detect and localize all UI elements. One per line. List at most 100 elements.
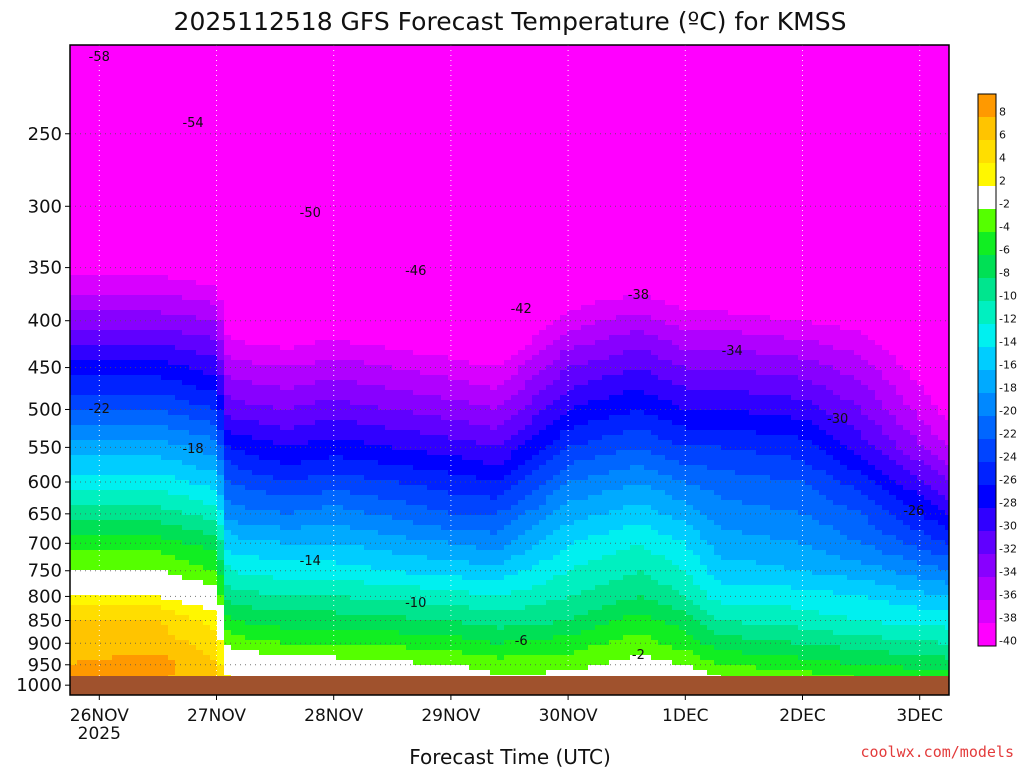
temperature-cell: [322, 600, 330, 606]
temperature-cell: [126, 555, 134, 561]
temperature-cell: [70, 360, 78, 366]
temperature-cell: [91, 365, 99, 371]
temperature-cell: [287, 115, 295, 121]
temperature-cell: [140, 130, 148, 136]
temperature-cell: [238, 235, 246, 241]
temperature-cell: [273, 415, 281, 421]
temperature-cell: [238, 430, 246, 436]
temperature-cell: [112, 460, 120, 466]
temperature-cell: [336, 310, 344, 316]
temperature-cell: [231, 265, 239, 271]
temperature-cell: [140, 660, 148, 666]
temperature-cell: [147, 280, 155, 286]
temperature-cell: [126, 60, 134, 66]
temperature-cell: [168, 515, 176, 521]
temperature-cell: [140, 335, 148, 341]
temperature-cell: [280, 270, 288, 276]
temperature-cell: [161, 195, 169, 201]
temperature-cell: [91, 130, 99, 136]
temperature-cell: [203, 600, 211, 606]
temperature-cell: [224, 430, 232, 436]
temperature-cell: [329, 215, 337, 221]
temperature-cell: [168, 340, 176, 346]
temperature-cell: [70, 470, 78, 476]
temperature-cell: [70, 365, 78, 371]
temperature-cell: [315, 385, 323, 391]
temperature-cell: [182, 115, 190, 121]
temperature-cell: [301, 550, 309, 556]
temperature-cell: [217, 325, 225, 331]
temperature-cell: [266, 640, 274, 646]
temperature-cell: [273, 440, 281, 446]
temperature-cell: [301, 360, 309, 366]
temperature-cell: [84, 605, 92, 611]
temperature-cell: [329, 120, 337, 126]
temperature-cell: [203, 230, 211, 236]
temperature-cell: [315, 170, 323, 176]
temperature-cell: [154, 235, 162, 241]
temperature-cell: [266, 500, 274, 506]
temperature-cell: [210, 610, 218, 616]
temperature-cell: [189, 270, 197, 276]
temperature-cell: [231, 295, 239, 301]
temperature-cell: [203, 500, 211, 506]
temperature-cell: [315, 635, 323, 641]
temperature-cell: [203, 190, 211, 196]
temperature-cell: [182, 385, 190, 391]
temperature-cell: [161, 635, 169, 641]
temperature-cell: [147, 600, 155, 606]
temperature-cell: [147, 610, 155, 616]
temperature-cell: [231, 310, 239, 316]
temperature-cell: [168, 470, 176, 476]
temperature-cell: [98, 120, 106, 126]
temperature-cell: [77, 655, 85, 661]
temperature-cell: [280, 510, 288, 516]
temperature-cell: [280, 190, 288, 196]
temperature-cell: [189, 475, 197, 481]
temperature-cell: [77, 120, 85, 126]
temperature-cell: [224, 75, 232, 81]
temperature-cell: [70, 645, 78, 651]
temperature-cell: [231, 615, 239, 621]
temperature-cell: [322, 215, 330, 221]
temperature-cell: [329, 80, 337, 86]
temperature-cell: [294, 275, 302, 281]
temperature-cell: [308, 635, 316, 641]
temperature-cell: [259, 210, 267, 216]
temperature-cell: [224, 520, 232, 526]
temperature-cell: [315, 610, 323, 616]
temperature-cell: [224, 435, 232, 441]
temperature-cell: [315, 225, 323, 231]
temperature-cell: [119, 560, 127, 566]
temperature-cell: [238, 320, 246, 326]
temperature-cell: [252, 300, 260, 306]
temperature-cell: [329, 415, 337, 421]
temperature-cell: [280, 405, 288, 411]
temperature-cell: [273, 110, 281, 116]
temperature-cell: [119, 605, 127, 611]
temperature-cell: [175, 300, 183, 306]
temperature-cell: [259, 155, 267, 161]
temperature-cell: [252, 540, 260, 546]
temperature-cell: [147, 190, 155, 196]
temperature-cell: [140, 330, 148, 336]
temperature-cell: [161, 95, 169, 101]
temperature-cell: [322, 475, 330, 481]
temperature-cell: [329, 540, 337, 546]
temperature-cell: [70, 465, 78, 471]
temperature-cell: [175, 190, 183, 196]
temperature-cell: [182, 670, 190, 676]
temperature-cell: [126, 655, 134, 661]
temperature-cell: [154, 255, 162, 261]
temperature-cell: [329, 235, 337, 241]
temperature-cell: [322, 50, 330, 56]
temperature-cell: [77, 210, 85, 216]
temperature-cell: [154, 485, 162, 491]
temperature-cell: [294, 110, 302, 116]
temperature-cell: [329, 310, 337, 316]
temperature-cell: [287, 250, 295, 256]
temperature-cell: [154, 630, 162, 636]
temperature-cell: [91, 70, 99, 76]
temperature-cell: [238, 360, 246, 366]
temperature-cell: [77, 180, 85, 186]
